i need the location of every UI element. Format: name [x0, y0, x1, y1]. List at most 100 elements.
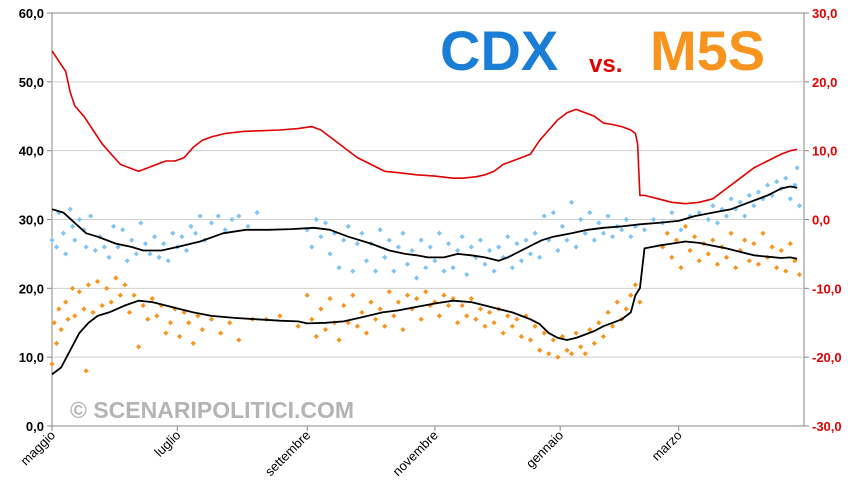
data-point — [318, 234, 324, 240]
data-point — [133, 251, 139, 257]
data-point — [336, 337, 342, 343]
data-point — [678, 265, 684, 271]
data-point — [468, 296, 474, 302]
data-point — [69, 223, 76, 229]
data-point — [774, 265, 780, 271]
data-point — [404, 292, 411, 298]
data-point — [368, 299, 374, 305]
x-tick-label: marzo — [649, 428, 685, 464]
data-point — [532, 323, 538, 329]
y-left-tick-label: 20,0 — [19, 281, 44, 296]
data-point — [491, 268, 497, 274]
data-point — [505, 234, 511, 240]
data-point — [186, 320, 192, 326]
data-point — [733, 265, 739, 271]
data-point — [651, 216, 657, 223]
data-point — [177, 333, 183, 340]
data-point — [746, 258, 752, 264]
x-tick-label: gennaio — [523, 428, 566, 471]
data-point — [53, 244, 60, 250]
data-point — [710, 237, 716, 243]
data-point — [555, 354, 561, 360]
data-point — [113, 275, 119, 281]
data-point — [131, 292, 137, 298]
data-point — [161, 240, 167, 247]
data-point — [83, 244, 89, 250]
data-point — [85, 282, 92, 288]
data-point — [76, 289, 82, 295]
data-point — [138, 220, 144, 226]
data-point — [755, 261, 762, 267]
data-point — [140, 302, 146, 309]
data-point — [673, 237, 679, 243]
data-point — [600, 333, 607, 340]
data-point — [687, 247, 693, 254]
data-point — [486, 247, 493, 254]
data-point — [705, 216, 711, 223]
data-point — [165, 258, 171, 264]
data-point — [382, 323, 388, 329]
data-point — [591, 340, 597, 346]
data-point — [742, 237, 748, 243]
series-cdx-trend — [51, 185, 798, 262]
data-point — [350, 268, 356, 274]
data-point — [783, 268, 789, 274]
data-point — [514, 240, 520, 247]
data-point — [450, 265, 456, 271]
data-point — [751, 240, 757, 247]
data-point — [794, 165, 800, 171]
data-point — [600, 230, 607, 236]
data-point — [596, 320, 602, 326]
data-point — [336, 265, 342, 271]
data-point — [126, 309, 133, 316]
data-point — [596, 220, 602, 226]
data-point — [774, 179, 780, 185]
data-point — [400, 327, 406, 333]
data-point — [628, 292, 634, 298]
data-point — [614, 299, 620, 305]
data-point — [605, 213, 611, 219]
data-point — [742, 213, 748, 219]
data-point — [496, 244, 502, 250]
data-point — [195, 313, 201, 319]
data-point — [564, 237, 570, 243]
data-point — [459, 302, 465, 309]
data-point — [156, 254, 162, 260]
data-point — [322, 327, 329, 333]
data-point — [678, 227, 684, 233]
data-point — [418, 237, 424, 243]
data-point — [395, 244, 401, 250]
data-point — [500, 330, 506, 336]
data-point — [106, 254, 112, 260]
data-point — [129, 237, 135, 243]
data-point — [313, 333, 319, 340]
data-point — [783, 175, 789, 181]
y-left-tick-label: 10,0 — [19, 350, 44, 365]
data-point — [151, 234, 158, 240]
data-point — [63, 251, 69, 257]
data-point — [537, 254, 543, 260]
data-point — [142, 240, 149, 247]
data-point — [183, 247, 190, 254]
data-point — [751, 203, 757, 209]
data-point — [746, 192, 752, 199]
data-point — [445, 240, 452, 247]
data-point — [309, 316, 315, 322]
data-point — [313, 216, 319, 223]
data-point — [455, 320, 461, 326]
x-tick-label: luglio — [151, 428, 183, 460]
data-point — [163, 330, 169, 336]
data-point — [632, 282, 638, 288]
data-point — [222, 227, 228, 233]
series-line — [51, 240, 798, 376]
data-point — [541, 213, 547, 219]
y-right-tick-label: -30,0 — [812, 419, 842, 434]
data-point — [578, 344, 584, 350]
data-point — [682, 223, 689, 229]
data-point — [432, 258, 438, 264]
data-point — [523, 313, 529, 319]
data-point — [427, 244, 433, 250]
data-point — [400, 230, 406, 236]
data-point — [322, 220, 329, 226]
data-point — [350, 292, 356, 298]
